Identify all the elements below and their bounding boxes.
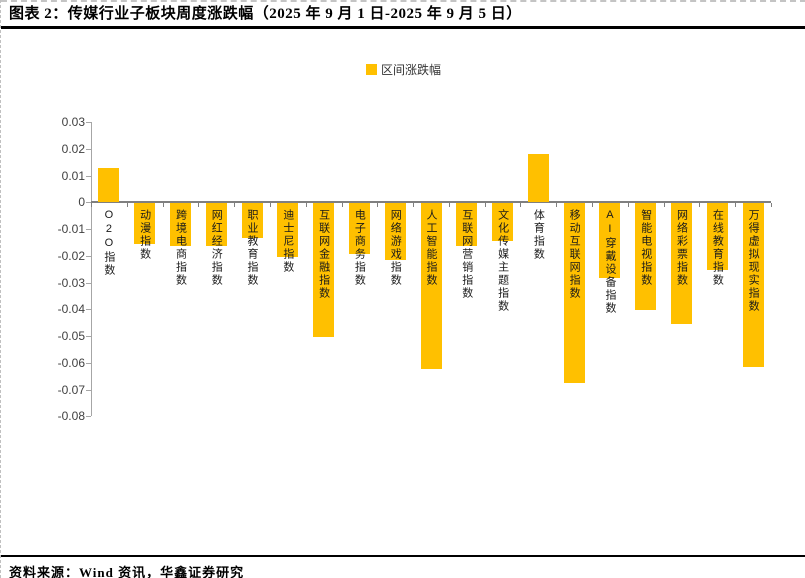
- y-tick: [86, 148, 91, 150]
- chart-legend: 区间涨跌幅: [1, 61, 805, 77]
- y-tick: [86, 255, 91, 257]
- bar: [671, 203, 693, 324]
- bar: [635, 203, 657, 311]
- category-label: 动漫指数: [138, 209, 151, 262]
- y-tick-label: -0.04: [57, 302, 85, 317]
- y-tick-label: 0.03: [61, 115, 85, 130]
- category-label: 文化传媒主题指数: [496, 209, 509, 314]
- legend-label: 区间涨跌幅: [380, 62, 441, 77]
- y-tick: [86, 309, 91, 311]
- bar: [706, 203, 728, 271]
- x-tick: [771, 203, 772, 208]
- x-tick: [234, 203, 236, 208]
- bar: [169, 203, 191, 247]
- category-label: 跨境电商指数: [174, 209, 187, 288]
- bar: [527, 154, 549, 203]
- y-tick: [86, 416, 91, 418]
- category-label: O2O指数: [102, 209, 115, 278]
- category-label: 万得虚拟现实指数: [747, 209, 760, 314]
- category-label: 职业教育指数: [246, 209, 259, 288]
- x-tick: [663, 203, 665, 208]
- bar: [241, 203, 263, 239]
- x-tick: [556, 203, 558, 208]
- y-tick-label: 0.01: [61, 168, 85, 183]
- bar: [456, 203, 478, 247]
- bar: [205, 203, 227, 247]
- y-tick-label: -0.06: [57, 355, 85, 370]
- category-label: 体育指数: [532, 209, 545, 262]
- bar: [134, 203, 156, 244]
- y-tick: [86, 389, 91, 391]
- category-label: 移动互联网指数: [568, 209, 581, 301]
- x-tick: [126, 203, 128, 208]
- source-bar: 资料来源：Wind 资讯，华鑫证券研究: [1, 555, 805, 578]
- y-tick: [86, 336, 91, 338]
- y-tick-label: 0: [78, 195, 85, 210]
- y-tick: [86, 122, 91, 124]
- x-tick: [413, 203, 415, 208]
- y-tick: [86, 175, 91, 177]
- y-tick-label: -0.02: [57, 248, 85, 263]
- category-label: 互联网营销指数: [460, 209, 473, 301]
- y-tick-label: 0.02: [61, 141, 85, 156]
- x-tick: [91, 203, 92, 208]
- x-tick: [377, 203, 379, 208]
- category-label: 电子商务指数: [353, 209, 366, 288]
- figure-title: 图表 2：传媒行业子板块周度涨跌幅（2025 年 9 月 1 日-2025 年 …: [9, 6, 522, 22]
- x-tick: [484, 203, 486, 208]
- y-tick-label: -0.03: [57, 275, 85, 290]
- y-tick-label: -0.07: [57, 382, 85, 397]
- y-axis-line: [91, 122, 92, 417]
- x-tick: [341, 203, 343, 208]
- source-text: 资料来源：Wind 资讯，华鑫证券研究: [9, 565, 245, 578]
- category-label: AI穿戴设备指数: [603, 209, 616, 316]
- figure-title-bar: 图表 2：传媒行业子板块周度涨跌幅（2025 年 9 月 1 日-2025 年 …: [1, 0, 805, 29]
- category-label: 互联网金融指数: [317, 209, 330, 301]
- bar: [492, 203, 514, 241]
- bar: [742, 203, 764, 367]
- y-tick: [86, 282, 91, 284]
- bar: [313, 203, 335, 338]
- x-tick: [305, 203, 307, 208]
- category-label: 智能电视指数: [639, 209, 652, 288]
- category-label: 网红经济指数: [210, 209, 223, 288]
- x-tick: [699, 203, 701, 208]
- x-tick: [520, 203, 522, 208]
- y-tick: [86, 202, 91, 204]
- x-tick: [592, 203, 594, 208]
- category-label: 迪士尼指数: [281, 209, 294, 275]
- x-tick: [735, 203, 737, 208]
- x-tick: [627, 203, 629, 208]
- category-label: 在线教育指数: [711, 209, 724, 288]
- x-tick: [448, 203, 450, 208]
- legend-marker-icon: [365, 63, 377, 75]
- y-tick-label: -0.08: [57, 409, 85, 424]
- y-tick: [86, 362, 91, 364]
- bar: [599, 203, 621, 279]
- bar: [563, 203, 585, 383]
- bar: [384, 203, 406, 260]
- x-axis-line: [91, 201, 771, 204]
- y-tick: [86, 229, 91, 231]
- x-tick: [198, 203, 200, 208]
- bar: [98, 167, 120, 203]
- y-tick-label: -0.05: [57, 329, 85, 344]
- category-label: 网络彩票指数: [675, 209, 688, 288]
- y-tick-label: -0.01: [57, 222, 85, 237]
- bar: [277, 203, 299, 257]
- category-label: 人工智能指数: [425, 209, 437, 288]
- x-tick: [269, 203, 271, 208]
- x-tick: [162, 203, 164, 208]
- category-label: 网络游戏指数: [389, 209, 402, 288]
- bar: [420, 203, 442, 370]
- bar: [348, 203, 370, 255]
